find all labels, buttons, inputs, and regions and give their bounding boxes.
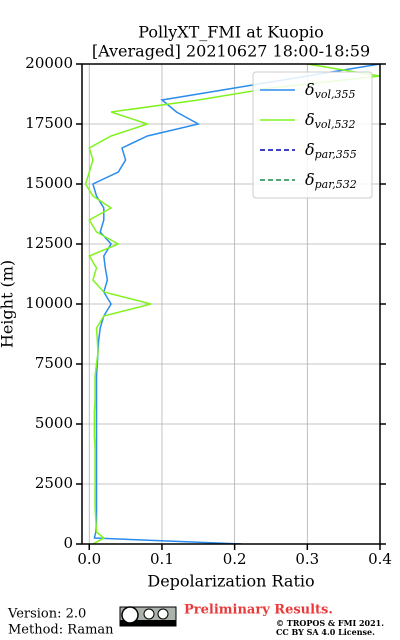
y-tick-label: 5000 xyxy=(35,414,73,432)
y-tick-label: 2500 xyxy=(35,474,73,492)
y-tick-label: 15000 xyxy=(25,174,73,192)
legend-label: δpar,355 xyxy=(305,140,357,162)
series-line xyxy=(84,64,380,544)
y-tick-label: 12500 xyxy=(25,234,73,252)
x-tick-label: 0.1 xyxy=(150,550,174,568)
legend-symbol: δ xyxy=(305,140,315,159)
legend-symbol: δ xyxy=(305,170,315,189)
copyright: © TROPOS & FMI 2021. xyxy=(276,618,384,628)
version: Version: 2.0 xyxy=(7,607,86,622)
legend-label: δvol,532 xyxy=(305,110,356,132)
legend-subscript: par,532 xyxy=(315,178,357,191)
x-tick-label: 0.4 xyxy=(368,550,392,568)
chart-title: PollyXT_FMI at Kuopio xyxy=(138,23,324,42)
notice: Preliminary Results. xyxy=(184,603,333,618)
license: CC BY SA 4.0 License. xyxy=(276,627,375,637)
x-axis-label: Depolarization Ratio xyxy=(147,572,314,591)
y-tick-label: 10000 xyxy=(25,294,73,312)
plot-frame xyxy=(81,63,381,545)
y-tick-label: 20000 xyxy=(25,54,73,72)
y-tick-label: 0 xyxy=(63,534,73,552)
x-tick-label: 0.2 xyxy=(223,550,247,568)
legend-label: δvol,355 xyxy=(305,80,356,102)
x-tick-label: 0.3 xyxy=(295,550,319,568)
legend-symbol: δ xyxy=(305,110,315,129)
method: Method: Raman xyxy=(8,623,114,638)
y-axis-label: Height (m) xyxy=(0,260,17,348)
y-tick-label: 7500 xyxy=(35,354,73,372)
legend-symbol: δ xyxy=(305,80,315,99)
y-tick-label: 17500 xyxy=(25,114,73,132)
legend-subscript: par,355 xyxy=(315,148,357,161)
legend-subscript: vol,532 xyxy=(315,118,356,131)
legend-box xyxy=(252,71,373,199)
legend-label: δpar,532 xyxy=(305,170,357,192)
series-line xyxy=(91,64,380,544)
x-tick-label: 0.0 xyxy=(77,550,101,568)
legend-subscript: vol,355 xyxy=(315,88,356,101)
chart-subtitle: [Averaged] 20210627 18:00-18:59 xyxy=(92,42,370,61)
cc-icon xyxy=(119,606,177,627)
